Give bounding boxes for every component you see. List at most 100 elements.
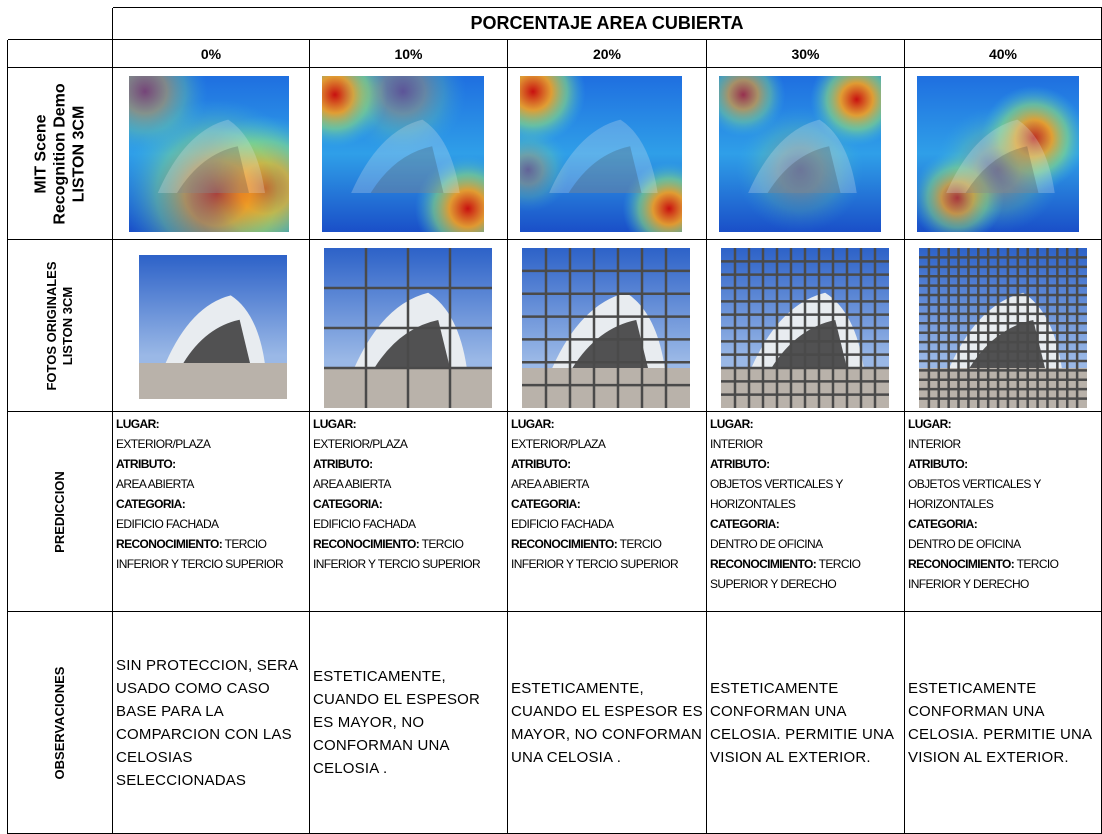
prediction-line: LUGAR:: [710, 414, 901, 434]
prediction-line: ATRIBUTO:: [116, 454, 306, 474]
field-label: RECONOCIMIENTO:: [313, 537, 420, 551]
observation-text: ESTETICAMENTE, CUANDO EL ESPESOR ES MAYO…: [511, 679, 703, 766]
row-header: PREDICCION: [8, 412, 113, 612]
row-label: FOTOS ORIGINALES LISTON 3CM: [44, 260, 75, 391]
field-value: OBJETOS VERTICALES Y HORIZONTALES: [908, 477, 1041, 511]
prediction-line: LUGAR:: [908, 414, 1098, 434]
field-value: DENTRO DE OFICINA: [908, 537, 1021, 551]
prediction-line: ATRIBUTO:: [908, 454, 1098, 474]
field-label: RECONOCIMIENTO:: [511, 537, 618, 551]
field-label: CATEGORIA:: [511, 497, 581, 511]
image: [719, 76, 881, 232]
column-label: 0%: [200, 45, 222, 62]
image: [721, 248, 889, 408]
prediction-line: RECONOCIMIENTO: TERCIO SUPERIOR Y DERECH…: [710, 554, 901, 594]
field-value: TERCIO INFERIOR Y TERCIO SUPERIOR: [511, 537, 679, 571]
field-value: EDIFICIO FACHADA: [116, 517, 219, 531]
photo-cell: [113, 240, 310, 412]
field-label: LUGAR:: [908, 417, 952, 431]
heatmap-cell: [707, 68, 905, 240]
field-value: EXTERIOR/PLAZA: [116, 437, 211, 451]
field-value: OBJETOS VERTICALES Y HORIZONTALES: [710, 477, 843, 511]
column-header: 20%: [508, 40, 707, 68]
prediction-line: LUGAR:: [116, 414, 306, 434]
column-header: 40%: [905, 40, 1102, 68]
prediction-line: CATEGORIA:: [511, 494, 703, 514]
column-label: 10%: [394, 45, 423, 62]
prediction-line: CATEGORIA:: [313, 494, 504, 514]
title-cell: PORCENTAJE AREA CUBIERTA: [113, 8, 1102, 40]
field-label: ATRIBUTO:: [116, 457, 176, 471]
observation-cell: ESTETICAMENTE, CUANDO EL ESPESOR ES MAYO…: [508, 612, 707, 834]
field-label: RECONOCIMIENTO:: [710, 557, 817, 571]
field-label: LUGAR:: [710, 417, 754, 431]
prediction-line: ATRIBUTO:: [511, 454, 703, 474]
prediction-line: RECONOCIMIENTO: TERCIO INFERIOR Y TERCIO…: [313, 534, 504, 574]
image: [522, 248, 690, 408]
prediction-cell: LUGAR: EXTERIOR/PLAZA ATRIBUTO: AREA ABIERT…: [508, 412, 707, 612]
column-header: 0%: [113, 40, 310, 68]
field-label: LUGAR:: [116, 417, 160, 431]
heatmap-cell: [310, 68, 508, 240]
image: [917, 76, 1079, 232]
photo-cell: [508, 240, 707, 412]
image: [919, 248, 1087, 408]
column-label: 40%: [988, 45, 1018, 62]
corner: [8, 8, 113, 40]
field-label: RECONOCIMIENTO:: [116, 537, 223, 551]
field-label: ATRIBUTO:: [908, 457, 968, 471]
image: [129, 76, 289, 232]
field-label: LUGAR:: [313, 417, 357, 431]
prediction-cell: LUGAR: INTERIOR ATRIBUTO: OBJETOS VERTICALE…: [905, 412, 1102, 612]
field-label: CATEGORIA:: [116, 497, 186, 511]
column-label: 30%: [791, 45, 820, 62]
field-value: INTERIOR: [908, 437, 961, 451]
prediction-line: LUGAR:: [511, 414, 703, 434]
prediction-line: ATRIBUTO:: [313, 454, 504, 474]
image: [520, 76, 682, 232]
observation-cell: ESTETICAMENTE CONFORMAN UNA CELOSIA. PER…: [707, 612, 905, 834]
field-value: EDIFICIO FACHADA: [313, 517, 416, 531]
row-label: OBSERVACIONES: [52, 666, 67, 779]
field-value: TERCIO INFERIOR Y DERECHO: [908, 557, 1059, 591]
observation-text: ESTETICAMENTE CONFORMAN UNA CELOSIA. PER…: [710, 679, 894, 766]
photo-cell: [905, 240, 1102, 412]
field-label: CATEGORIA:: [710, 517, 780, 531]
heatmap-cell: [905, 68, 1102, 240]
column-header: 10%: [310, 40, 508, 68]
observation-cell: ESTETICAMENTE CONFORMAN UNA CELOSIA. PER…: [905, 612, 1102, 834]
field-value: EXTERIOR/PLAZA: [511, 437, 606, 451]
observation-cell: ESTETICAMENTE, CUANDO EL ESPESOR ES MAYO…: [310, 612, 508, 834]
observation-text: SIN PROTECCION, SERA USADO COMO CASO BAS…: [116, 656, 298, 789]
field-value: TERCIO INFERIOR Y TERCIO SUPERIOR: [313, 537, 481, 571]
photo-cell: [707, 240, 905, 412]
field-label: RECONOCIMIENTO:: [908, 557, 1015, 571]
row-header: FOTOS ORIGINALES LISTON 3CM: [8, 240, 113, 412]
field-value: TERCIO INFERIOR Y TERCIO SUPERIOR: [116, 537, 284, 571]
table-title: PORCENTAJE AREA CUBIERTA: [470, 13, 744, 33]
row-header: MIT Scene Recognition Demo LISTON 3CM: [8, 68, 113, 240]
prediction-cell: LUGAR: EXTERIOR/PLAZA ATRIBUTO: AREA ABIERT…: [310, 412, 508, 612]
row-label: MIT Scene Recognition Demo LISTON 3CM: [32, 82, 88, 225]
field-label: LUGAR:: [511, 417, 555, 431]
field-value: AREA ABIERTA: [511, 477, 589, 491]
prediction-line: CATEGORIA:: [710, 514, 901, 534]
row-label: PREDICCION: [52, 470, 67, 553]
field-value: INTERIOR: [710, 437, 763, 451]
prediction-line: ATRIBUTO:: [710, 454, 901, 474]
observation-text: ESTETICAMENTE, CUANDO EL ESPESOR ES MAYO…: [313, 668, 481, 777]
field-value: EXTERIOR/PLAZA: [313, 437, 408, 451]
observation-text: ESTETICAMENTE CONFORMAN UNA CELOSIA. PER…: [908, 679, 1092, 766]
field-label: ATRIBUTO:: [511, 457, 571, 471]
photo-cell: [310, 240, 508, 412]
field-value: AREA ABIERTA: [116, 477, 194, 491]
image: [324, 248, 492, 408]
prediction-cell: LUGAR: INTERIOR ATRIBUTO: OBJETOS VERTICALE…: [707, 412, 905, 612]
top-border: [113, 7, 1102, 8]
field-value: TERCIO SUPERIOR Y DERECHO: [710, 557, 861, 591]
field-label: ATRIBUTO:: [313, 457, 373, 471]
prediction-line: RECONOCIMIENTO: TERCIO INFERIOR Y TERCIO…: [511, 534, 703, 574]
prediction-line: CATEGORIA:: [116, 494, 306, 514]
heatmap-cell: [508, 68, 707, 240]
